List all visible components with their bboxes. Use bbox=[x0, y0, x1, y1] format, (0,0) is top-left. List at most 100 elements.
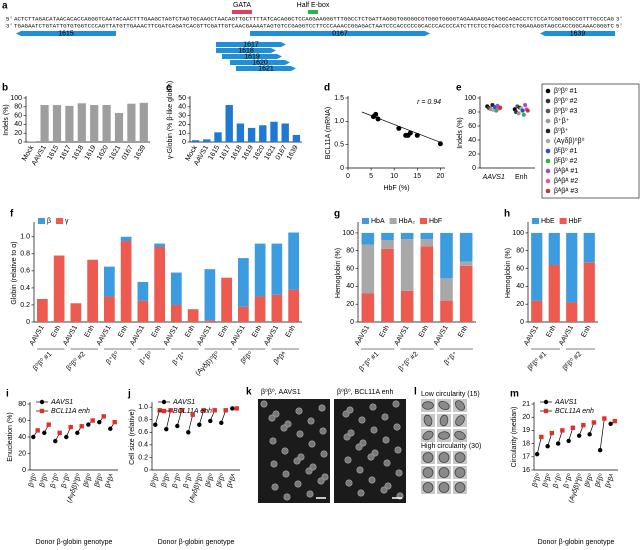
cell bbox=[294, 480, 302, 488]
panel-label: c bbox=[166, 83, 172, 94]
y-tick-label: 19 bbox=[522, 427, 530, 434]
y-tick-label: 100 bbox=[10, 95, 22, 102]
cell bbox=[355, 443, 363, 451]
point bbox=[566, 438, 571, 444]
prime: 3' bbox=[6, 22, 13, 29]
sequence: ACTCTTAGACATAACACACCAGGGTCAATACAACTTTGAA… bbox=[14, 15, 615, 22]
group-label: β⁺β⁰ #1 bbox=[358, 350, 381, 373]
point bbox=[42, 430, 47, 436]
y-tick-label: 40 bbox=[14, 121, 22, 128]
bar bbox=[52, 105, 62, 142]
point bbox=[57, 430, 62, 436]
y-tick-label: 40 bbox=[516, 283, 524, 290]
bar-segment bbox=[204, 320, 216, 322]
point bbox=[53, 438, 58, 444]
point bbox=[234, 406, 239, 411]
pair-line bbox=[165, 410, 172, 430]
point bbox=[414, 132, 420, 138]
y-tick-label: 10 bbox=[178, 130, 186, 137]
cell bbox=[422, 452, 434, 463]
image-label: High circularity (30) bbox=[421, 443, 481, 450]
legend-label: HbA bbox=[371, 218, 385, 225]
point bbox=[591, 420, 597, 425]
y-axis-label: Hemoglobin (%) bbox=[505, 248, 512, 298]
x-tick-label: βᴬβᴬ bbox=[604, 472, 617, 489]
y-tick-label: 20 bbox=[346, 301, 354, 308]
group-label: βᴱβ⁰ bbox=[239, 350, 255, 366]
x-tick-label: β⁰β⁰ bbox=[160, 472, 172, 488]
point bbox=[90, 418, 95, 423]
point bbox=[602, 416, 607, 421]
x-tick-label: 1617 bbox=[59, 144, 73, 161]
cell bbox=[438, 452, 450, 463]
group-label: β⁰β⁰ #2 bbox=[65, 350, 87, 372]
x-axis-label: Donor β-globin genotype bbox=[158, 539, 235, 546]
legend-marker bbox=[545, 188, 551, 194]
cell bbox=[369, 403, 377, 411]
x-tick-label: 10 bbox=[390, 173, 398, 180]
bar-segment bbox=[583, 232, 595, 263]
legend-label: βᴱβ⁰ #1 bbox=[554, 147, 578, 155]
bar bbox=[77, 103, 86, 142]
x-tick-label: AAVS1 bbox=[29, 324, 46, 347]
x-tick-label: β⁰β⁰ bbox=[27, 472, 39, 488]
y-tick-label: 20 bbox=[14, 130, 22, 137]
cell bbox=[271, 483, 279, 491]
cell bbox=[370, 426, 378, 434]
x-tick-label: 20 bbox=[436, 173, 444, 180]
x-tick-label: βᴬβᴬ bbox=[226, 472, 239, 489]
bar-segment bbox=[459, 265, 473, 322]
y-tick-label: 21 bbox=[522, 401, 530, 408]
panel-label: k bbox=[246, 387, 252, 398]
cell bbox=[392, 400, 400, 408]
pair-line bbox=[599, 418, 605, 451]
cell bbox=[382, 436, 390, 444]
y-tick-label: 1.0 bbox=[20, 234, 30, 241]
y-tick-label: 16 bbox=[522, 467, 530, 474]
pair-line bbox=[154, 410, 161, 425]
point bbox=[168, 408, 173, 413]
point bbox=[597, 448, 603, 453]
cell bbox=[422, 401, 434, 410]
x-tick-label: 0 bbox=[346, 173, 350, 180]
y-tick-label: 20 bbox=[18, 450, 26, 457]
cell bbox=[320, 450, 328, 458]
y-tick-label: 60 bbox=[516, 265, 524, 272]
legend-label: β⁰β⁰ #1 bbox=[554, 87, 578, 95]
legend-label: HbE bbox=[541, 218, 555, 225]
group-label: β⁺β⁺ bbox=[443, 351, 459, 367]
y-tick-label: 60 bbox=[18, 417, 26, 424]
guide-label: 1639 bbox=[570, 31, 586, 38]
x-tick-label: AAVS1 bbox=[163, 324, 180, 347]
cell bbox=[342, 410, 350, 418]
legend-label: BCL11A enh bbox=[51, 408, 90, 415]
cell bbox=[308, 440, 316, 448]
cell bbox=[293, 457, 301, 465]
x-tick-label: AAVS1 bbox=[523, 324, 540, 347]
bar-segment bbox=[221, 277, 232, 322]
bar-segment bbox=[154, 247, 165, 322]
point bbox=[230, 406, 235, 411]
y-tick-label: 0 bbox=[18, 139, 22, 146]
cell bbox=[319, 427, 327, 435]
point bbox=[112, 419, 117, 425]
legend-swatch bbox=[362, 218, 369, 224]
y-tick-label: 80 bbox=[14, 104, 22, 111]
y-tick-label: 0.2 bbox=[138, 454, 148, 461]
y-tick-label: 0.8 bbox=[20, 251, 30, 258]
y-tick-label: 1.0 bbox=[334, 118, 344, 125]
point bbox=[197, 422, 202, 427]
y-axis-label: BCL11A (mRNA) bbox=[325, 107, 332, 159]
point bbox=[396, 125, 402, 131]
y-tick-label: 80 bbox=[18, 401, 26, 408]
cell bbox=[380, 486, 388, 494]
x-tick-label: AAVS1 bbox=[482, 174, 505, 181]
bar-segment bbox=[459, 261, 473, 266]
point bbox=[525, 108, 530, 113]
y-axis-label: Hemoglobin (%) bbox=[335, 248, 342, 298]
cell bbox=[438, 467, 450, 478]
cell bbox=[343, 433, 351, 441]
y-axis-label: Indels (%) bbox=[457, 117, 464, 149]
cell bbox=[395, 469, 403, 477]
guide-label: 1619 bbox=[244, 54, 260, 61]
